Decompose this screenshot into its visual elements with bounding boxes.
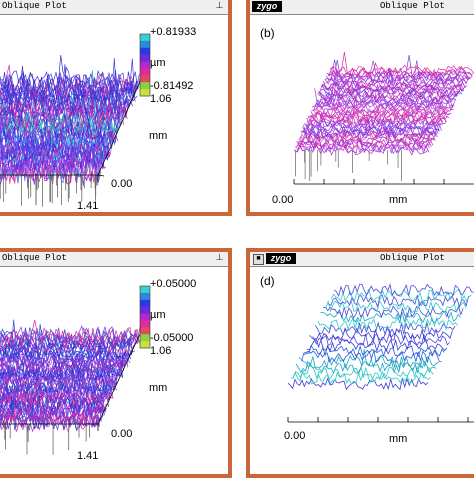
scale-extra-value: 1.06 xyxy=(150,93,172,105)
window-titlebar[interactable]: Oblique Plot ⊥ xyxy=(0,0,228,15)
scale-max-value: +0.05000 xyxy=(150,278,197,290)
window-titlebar[interactable]: ■ zygo Oblique Plot xyxy=(250,252,474,267)
axis-zero: 0.00 xyxy=(284,430,306,442)
surface-mesh xyxy=(0,319,141,455)
unit-label: µm xyxy=(150,57,166,69)
window-titlebar[interactable]: zygo Oblique Plot xyxy=(250,0,474,15)
surface-plot-d xyxy=(287,283,474,423)
unit-label: µm xyxy=(150,309,166,321)
axis-unit: mm xyxy=(389,433,408,445)
system-menu-icon[interactable]: ■ xyxy=(253,254,264,265)
axis-zero: 0.00 xyxy=(111,428,133,440)
surface-plot-c xyxy=(0,285,151,455)
scale-min-value: -0.05000 xyxy=(150,332,194,344)
axis-zero: 0.00 xyxy=(111,178,133,190)
oblique-plot-window-b: zygo Oblique Plot (b) 0.00 mm xyxy=(246,0,474,216)
panel-label: (b) xyxy=(260,26,275,40)
axis-unit: mm xyxy=(389,194,408,206)
window-title: Oblique Plot xyxy=(380,253,445,263)
scale-min-value: -0.81492 xyxy=(150,80,194,92)
zygo-logo: zygo xyxy=(266,253,296,264)
window-title: Oblique Plot xyxy=(2,1,67,11)
color-scale-bar xyxy=(139,285,151,349)
color-scale-bar xyxy=(139,33,151,97)
pin-icon[interactable]: ⊥ xyxy=(215,1,224,11)
zygo-logo: zygo xyxy=(252,1,282,12)
window-titlebar[interactable]: Oblique Plot ⊥ xyxy=(0,252,228,267)
scale-max-value: +0.81933 xyxy=(150,26,197,38)
oblique-plot-window-a: Oblique Plot ⊥ +0.81933 µm -0.81492 1.06… xyxy=(0,0,232,216)
axis-unit-side: mm xyxy=(149,130,168,142)
surface-plot-b xyxy=(293,51,474,185)
oblique-plot-window-c: Oblique Plot ⊥ +0.05000 µm -0.05000 1.06… xyxy=(0,248,232,478)
scale-extra-value: 1.06 xyxy=(150,345,172,357)
oblique-plot-window-d: ■ zygo Oblique Plot (d) 0.00 mm xyxy=(246,248,474,478)
surface-mesh xyxy=(287,283,474,391)
surface-plot-a xyxy=(0,33,151,207)
window-title: Oblique Plot xyxy=(380,1,445,11)
axis-end: 1.41 xyxy=(77,450,99,462)
axis-zero: 0.00 xyxy=(272,194,294,206)
pin-icon[interactable]: ⊥ xyxy=(215,253,224,263)
axis-end: 1.41 xyxy=(77,200,99,212)
surface-mesh xyxy=(0,55,141,207)
window-title: Oblique Plot xyxy=(2,253,67,263)
surface-mesh xyxy=(293,51,474,182)
axis-unit-side: mm xyxy=(149,382,168,394)
x-axis xyxy=(287,417,474,423)
panel-label: (d) xyxy=(260,274,275,288)
x-axis xyxy=(293,179,474,185)
